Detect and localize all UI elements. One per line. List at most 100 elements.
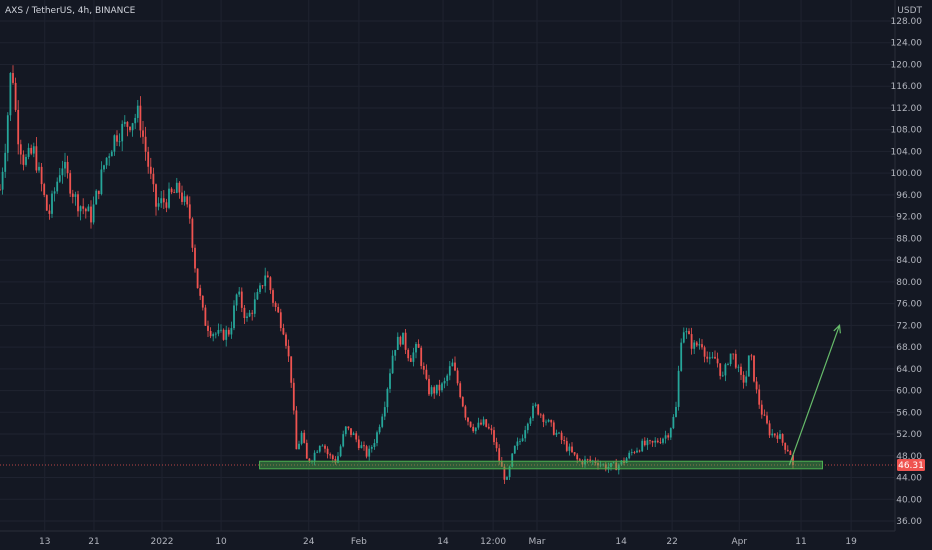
candle-body — [214, 333, 217, 335]
drawing-overlays — [0, 324, 895, 470]
candle-body — [318, 445, 321, 452]
candle-body — [4, 152, 7, 172]
candle-body — [620, 460, 623, 465]
candle-body — [558, 432, 560, 434]
candle-body — [324, 445, 326, 449]
price-tick-label: 40.00 — [896, 495, 922, 505]
candle-body — [755, 381, 758, 390]
candle-body — [669, 428, 672, 438]
candle-body — [38, 166, 40, 171]
candle-body — [295, 410, 298, 450]
candle-body — [113, 135, 116, 152]
candle-body — [287, 345, 290, 357]
candle-body — [17, 109, 20, 145]
candle-body — [487, 426, 490, 429]
currency-label: USDT — [897, 6, 922, 16]
candle-body — [495, 442, 498, 449]
candle-body — [597, 463, 599, 466]
candle-body — [677, 370, 680, 407]
candle-body — [194, 247, 196, 269]
candle-body — [760, 404, 763, 415]
time-tick-label: 14 — [437, 537, 449, 547]
candle-body — [438, 384, 441, 391]
candle-body — [339, 446, 342, 457]
candle-body — [490, 428, 493, 431]
candle-body — [186, 196, 189, 205]
price-tick-label: 92.00 — [896, 213, 922, 223]
time-tick-label: 22 — [666, 537, 677, 547]
candle-body — [279, 312, 282, 329]
candle-body — [441, 383, 443, 391]
candle-body — [196, 268, 199, 289]
time-tick-label: 13 — [39, 537, 50, 547]
candle-body — [633, 451, 636, 453]
candle-body — [53, 191, 56, 194]
candle-body — [610, 462, 612, 467]
candle-body — [191, 218, 194, 248]
projection-arrow-line[interactable] — [788, 325, 841, 466]
candle-body — [625, 458, 628, 463]
candle-body — [58, 175, 61, 182]
candle-body — [329, 454, 332, 456]
candle-body — [742, 374, 745, 383]
candle-body — [576, 454, 579, 460]
candle-body — [256, 292, 259, 300]
candle-body — [560, 432, 563, 440]
candle-body — [188, 204, 191, 219]
candle-body — [779, 433, 781, 439]
price-tick-label: 112.00 — [891, 104, 923, 114]
candle-body — [269, 277, 272, 291]
candle-body — [266, 275, 269, 278]
candle-body — [747, 355, 750, 377]
candle-body — [456, 370, 459, 384]
candle-body — [508, 466, 511, 478]
candle-body — [32, 146, 35, 154]
candle-body — [248, 312, 251, 317]
candle-body — [477, 422, 480, 428]
time-tick-label: Feb — [351, 537, 367, 547]
price-axis[interactable]: 36.00 40.00 44.00 48.00 52.00 56.00 60.00 64.00… — [891, 17, 923, 527]
candle-body — [651, 440, 654, 443]
candle-body — [524, 430, 527, 439]
candle-body — [565, 441, 568, 451]
current-price-value: 46.31 — [898, 461, 924, 471]
price-tick-label: 120.00 — [891, 60, 923, 70]
candle-body — [6, 115, 9, 153]
candle-body — [430, 387, 433, 395]
candle-body — [581, 460, 584, 465]
price-tick-label: 52.00 — [896, 430, 922, 440]
candle-body — [71, 193, 74, 197]
candle-body — [1, 171, 4, 190]
candle-body — [84, 208, 87, 212]
support-zone[interactable] — [259, 460, 824, 470]
time-tick-label: 24 — [303, 537, 315, 547]
candle-body — [417, 343, 420, 348]
candle-body — [285, 334, 287, 346]
time-axis[interactable]: 13 21 2022 10 24 Feb 14 12:00 Mar 14 22 Apr 11 19 — [39, 537, 857, 547]
candle-body — [604, 464, 607, 470]
candle-body — [568, 446, 571, 451]
candle-body — [123, 121, 126, 124]
candle-body — [155, 184, 157, 207]
candle-body — [0, 189, 1, 191]
candle-body — [87, 206, 90, 212]
candle-body — [500, 461, 503, 467]
candle-body — [149, 166, 152, 174]
candle-body — [537, 404, 540, 415]
time-tick-label: 12:00 — [480, 537, 506, 547]
candle-body — [225, 329, 228, 340]
candle-body — [298, 443, 300, 450]
candle-body — [402, 332, 404, 345]
candle-body — [103, 165, 105, 170]
price-tick-label: 124.00 — [891, 39, 923, 49]
candle-body — [781, 433, 784, 443]
candle-body — [425, 369, 428, 379]
price-tick-label: 64.00 — [896, 365, 922, 375]
candle-body — [217, 329, 220, 334]
candle-body — [750, 355, 753, 357]
candle-body — [264, 275, 267, 287]
candle-body — [129, 126, 131, 131]
candle-body — [409, 358, 412, 362]
candle-body — [162, 198, 165, 203]
